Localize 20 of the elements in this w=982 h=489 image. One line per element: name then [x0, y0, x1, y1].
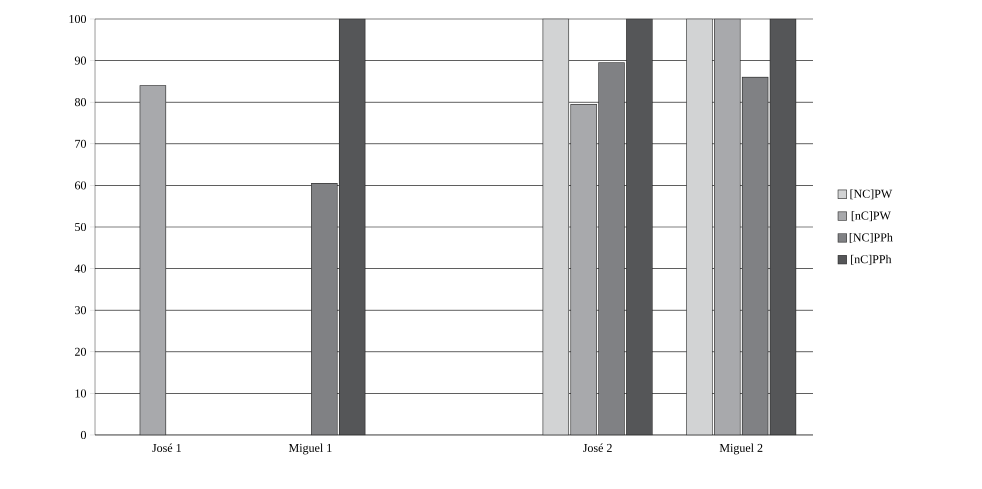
x-tick-label: José 2 — [583, 444, 612, 452]
y-tick-label: 70 — [75, 140, 86, 148]
y-tick-label: 80 — [74, 98, 86, 106]
x-tick-label: José 1 — [152, 444, 181, 452]
y-tick-label: 20 — [75, 348, 86, 356]
y-tick-label: 10 — [76, 389, 86, 398]
y-tick-label: 50 — [75, 222, 86, 232]
y-tick-label: 90 — [74, 56, 86, 65]
y-tick-label: 0 — [80, 430, 86, 440]
legend-label: [nC]PW — [852, 211, 891, 222]
x-tick-label: Miguel 2 — [720, 444, 762, 454]
y-tick-label: 60 — [74, 181, 86, 190]
legend-label: [nC]PPh — [851, 254, 892, 265]
y-tick-label: 100 — [70, 14, 86, 24]
y-tick-label: 40 — [74, 264, 86, 273]
y-tick-label: 30 — [75, 306, 86, 314]
bar — [140, 85, 166, 436]
x-tick-label: Miguel 1 — [288, 444, 332, 454]
legend-label: [NC]PW — [850, 189, 892, 200]
legend-label: [NC]PPh — [850, 232, 893, 243]
